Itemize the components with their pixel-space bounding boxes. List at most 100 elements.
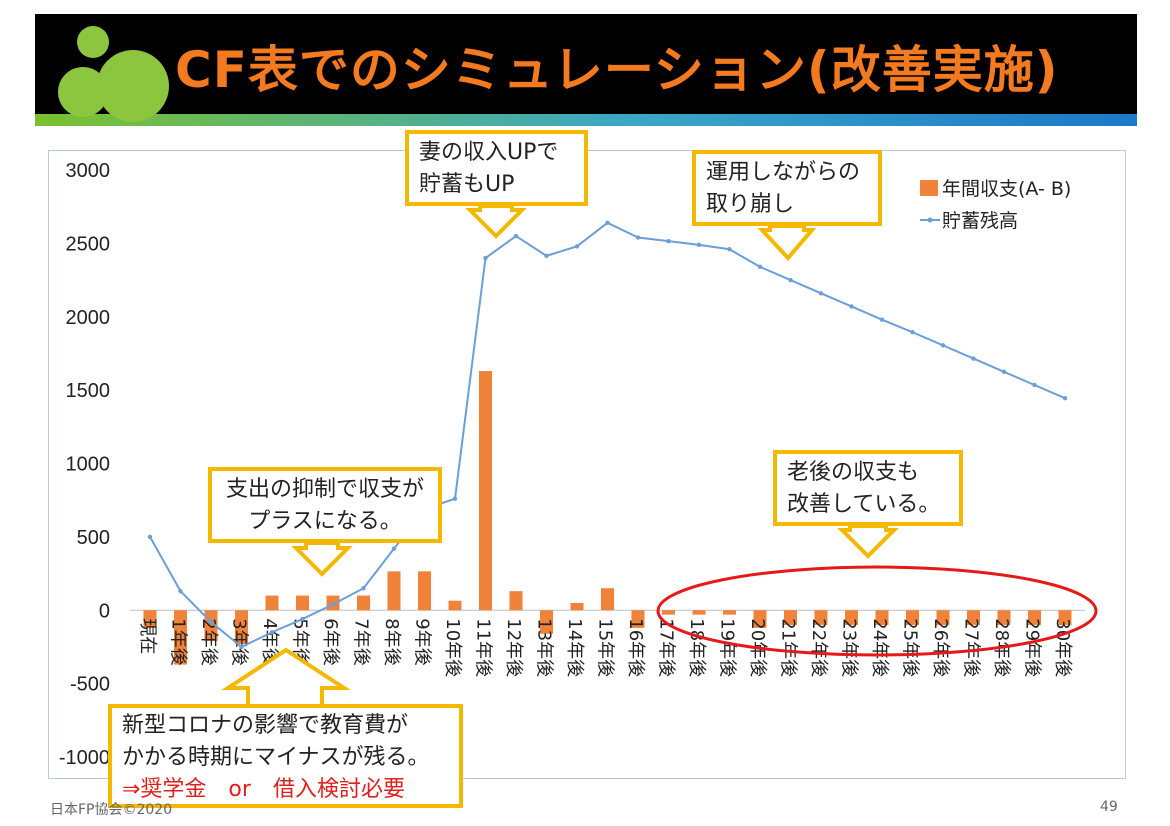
bar bbox=[448, 600, 462, 611]
legend-swatch-marker bbox=[927, 217, 933, 223]
bar bbox=[570, 602, 584, 611]
line-point bbox=[971, 356, 976, 361]
line-point bbox=[818, 291, 824, 296]
callout-drawdown: 運用しながらの 取り崩し bbox=[692, 150, 882, 226]
callout-pointer-icon bbox=[465, 204, 527, 239]
line-point bbox=[1062, 395, 1068, 401]
x-tick-label: 8年後 bbox=[381, 618, 402, 665]
x-tick-label: 15年後 bbox=[595, 618, 616, 677]
header-gradient-band bbox=[35, 114, 1137, 126]
footer-page-number: 49 bbox=[1100, 799, 1118, 815]
bar bbox=[235, 610, 248, 645]
line-point bbox=[208, 619, 214, 625]
callout-line: 運用しながらの bbox=[706, 160, 861, 185]
bar bbox=[662, 610, 675, 615]
x-tick-label: 1年後 bbox=[168, 618, 189, 665]
line-point bbox=[635, 235, 641, 240]
line-point bbox=[300, 616, 305, 622]
callout-pointer-icon bbox=[291, 541, 353, 577]
callout-line: 支出の抑制で収支が bbox=[225, 477, 424, 502]
legend-swatch-bar bbox=[920, 180, 938, 196]
line-point bbox=[239, 644, 244, 650]
line-point bbox=[330, 602, 336, 607]
line-point bbox=[269, 630, 275, 635]
bar bbox=[296, 595, 309, 611]
bar bbox=[479, 371, 492, 611]
line-point bbox=[544, 253, 549, 259]
bar bbox=[418, 571, 431, 611]
bar bbox=[692, 610, 706, 615]
x-tick-label: 3年後 bbox=[229, 618, 250, 665]
callout-line: 貯蓄もUP bbox=[419, 172, 515, 197]
x-tick-label: 30年後 bbox=[1052, 618, 1073, 677]
callout-spending-control: 支出の抑制で収支が プラスになる。 bbox=[208, 467, 442, 543]
highlight-ellipse bbox=[656, 565, 1098, 657]
bar bbox=[174, 610, 187, 665]
y-tick-label: 1000 bbox=[66, 454, 111, 476]
x-tick-label: 17年後 bbox=[656, 618, 677, 677]
x-tick-label: 現在 bbox=[137, 618, 158, 654]
bar bbox=[967, 610, 980, 625]
y-tick-label: 1500 bbox=[66, 380, 111, 402]
bar bbox=[997, 610, 1011, 625]
line-point bbox=[1032, 382, 1037, 388]
x-tick-label: 29年後 bbox=[1022, 618, 1043, 677]
line-point bbox=[147, 534, 153, 540]
x-tick-label: 9年後 bbox=[412, 618, 433, 665]
bar bbox=[814, 610, 828, 625]
callout-pointer-icon bbox=[757, 224, 817, 262]
line-point bbox=[513, 233, 519, 239]
x-tick-label: 24年後 bbox=[869, 618, 890, 677]
x-tick-label: 12年後 bbox=[503, 618, 524, 677]
line-point bbox=[483, 255, 488, 261]
bar bbox=[357, 595, 370, 611]
header-bar bbox=[35, 14, 1137, 114]
y-tick-label: -500 bbox=[70, 674, 110, 696]
series-line-savings bbox=[149, 221, 1066, 649]
y-tick-label: 0 bbox=[99, 600, 110, 622]
bar bbox=[143, 610, 157, 628]
bar bbox=[845, 610, 858, 625]
line-point bbox=[727, 247, 732, 252]
x-tick-label: 7年後 bbox=[351, 618, 372, 665]
bar bbox=[1028, 610, 1041, 625]
bar bbox=[723, 610, 736, 615]
bar bbox=[387, 571, 401, 611]
x-tick-label: 26年後 bbox=[930, 618, 951, 677]
x-tick-label: 16年後 bbox=[625, 618, 646, 677]
bar bbox=[509, 591, 523, 611]
y-tick-label: 2000 bbox=[66, 307, 111, 329]
bar bbox=[601, 588, 614, 611]
line-point bbox=[605, 220, 610, 226]
page-title: CF表でのシミュレーション(改善実施) bbox=[175, 41, 1059, 99]
line-point bbox=[879, 317, 885, 322]
line-point bbox=[788, 277, 793, 283]
callout-income-up: 妻の収入UPで 貯蓄もUP bbox=[405, 130, 588, 206]
x-tick-label: 13年後 bbox=[534, 618, 555, 677]
callout-line: 老後の収支も bbox=[787, 460, 920, 485]
bar bbox=[906, 610, 919, 625]
line-point bbox=[940, 343, 946, 348]
callout-line: かかる時期にマイナスが残る。 bbox=[122, 745, 430, 770]
y-tick-label: 2500 bbox=[66, 233, 111, 255]
callout-line: 妻の収入UPで bbox=[419, 140, 559, 165]
line-point bbox=[361, 586, 366, 591]
x-tick-label: 18年後 bbox=[686, 618, 707, 677]
x-tick-label: 14年後 bbox=[564, 618, 585, 677]
x-tick-label: 27年後 bbox=[961, 618, 982, 677]
y-tick-label: 3000 bbox=[66, 160, 111, 182]
x-tick-label: 2年後 bbox=[198, 618, 219, 665]
line-point bbox=[1001, 369, 1007, 374]
line-point bbox=[391, 546, 397, 551]
x-tick-label: 10年後 bbox=[442, 618, 463, 677]
line-point bbox=[696, 242, 702, 248]
legend-label: 貯蓄残高 bbox=[942, 210, 1018, 232]
legend-label: 年間収支(A- B) bbox=[942, 178, 1071, 200]
bar bbox=[1058, 610, 1072, 625]
y-tick-label: -1000 bbox=[59, 747, 110, 769]
x-tick-label: 19年後 bbox=[717, 618, 738, 677]
bar bbox=[753, 610, 767, 628]
x-tick-label: 23年後 bbox=[839, 618, 860, 677]
x-tick-label: 21年後 bbox=[778, 618, 799, 677]
